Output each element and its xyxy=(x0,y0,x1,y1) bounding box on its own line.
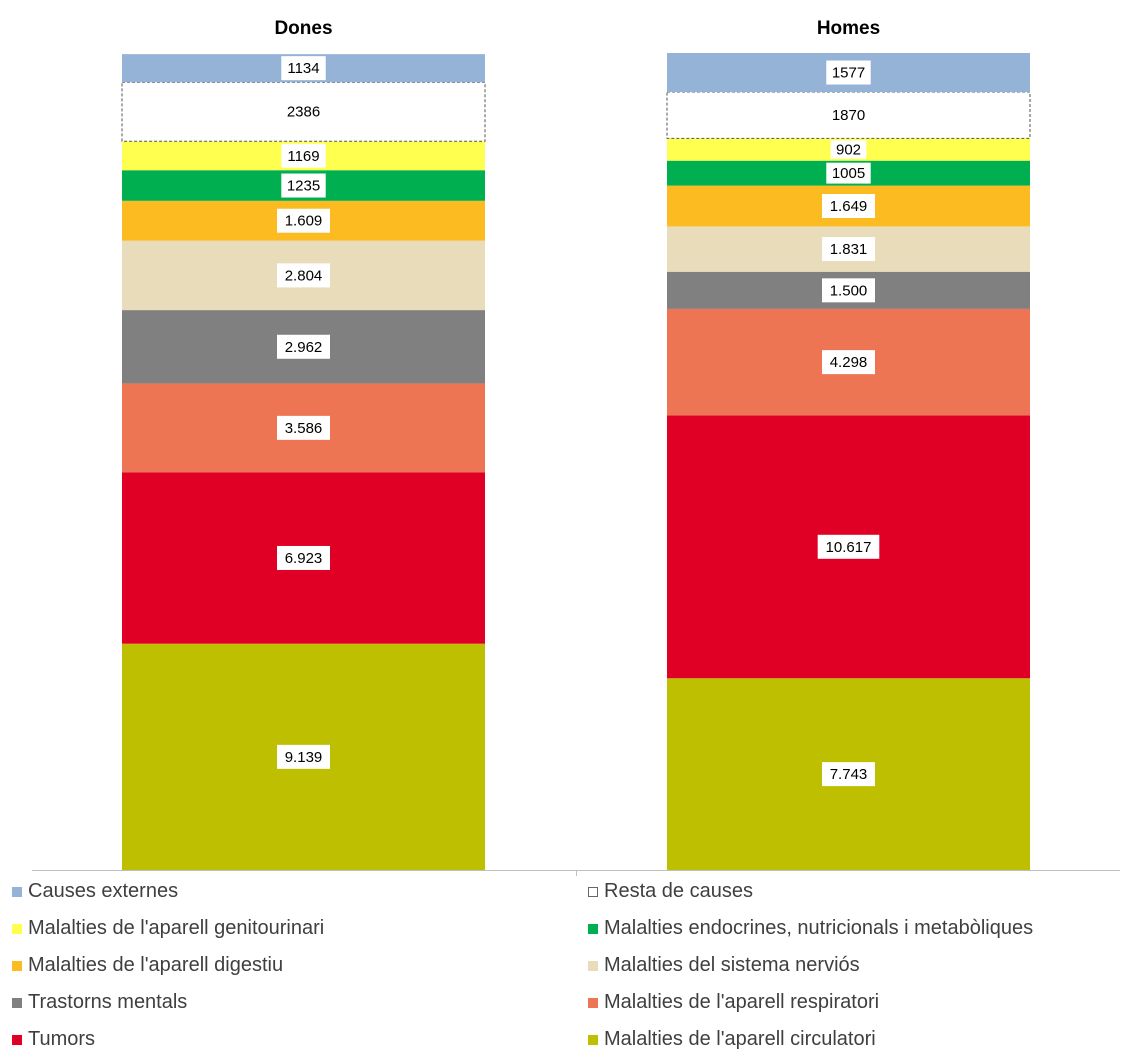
legend-item-malalties-de-l-aparell-digestiu: Malalties de l'aparell digestiu xyxy=(12,954,283,977)
legend-swatch xyxy=(588,886,598,897)
bar-stack-dones: Dones 9.139 6.923 3.586 2.962 2.804 1.609 1235 1… xyxy=(121,18,486,870)
legend-item-trastorns-mentals: Trastorns mentals xyxy=(12,991,187,1014)
data-label: 1134 xyxy=(287,60,319,77)
data-label: 2.962 xyxy=(285,339,323,356)
chart-legend: Causes externes Resta de causes Malalties … xyxy=(0,876,1142,1063)
data-label: 1.609 xyxy=(285,213,323,230)
data-label: 1577 xyxy=(832,65,865,82)
legend-label: Malalties del sistema nerviós xyxy=(604,954,860,976)
legend-item-malalties-endocrines-nutricionals-i-metaboliques: Malalties endocrines, nutricionals i met… xyxy=(588,917,1033,940)
data-label-box xyxy=(277,545,330,570)
legend-item-causes-externes: Causes externes xyxy=(12,880,178,903)
data-label-box xyxy=(277,263,330,288)
data-label-box xyxy=(822,350,875,375)
data-label-box xyxy=(817,534,880,559)
data-label-box xyxy=(822,278,875,303)
data-label: 1235 xyxy=(287,178,320,195)
legend-label: Trastorns mentals xyxy=(28,991,188,1013)
data-label: 1169 xyxy=(287,148,319,165)
data-label: 3.586 xyxy=(285,420,323,437)
legend-label: Malalties de l'aparell circulatori xyxy=(604,1028,876,1050)
legend-swatch xyxy=(588,923,598,934)
data-label-box xyxy=(281,143,326,168)
stacked-bar-chart: Dones 9.139 6.923 3.586 2.962 2.804 1.609 1235 1… xyxy=(32,18,1120,876)
data-label-box xyxy=(822,194,875,219)
data-label: 1.831 xyxy=(830,241,868,258)
legend-item-malalties-de-l-aparell-circulatori: Malalties de l'aparell circulatori xyxy=(588,1028,876,1051)
legend-swatch xyxy=(12,886,22,897)
data-label: 1.500 xyxy=(830,282,868,299)
data-label: 6.923 xyxy=(285,550,323,567)
data-label-box xyxy=(826,60,871,85)
data-label-box xyxy=(830,140,867,159)
data-label: 1.649 xyxy=(830,198,868,215)
legend-label: Tumors xyxy=(28,1028,96,1050)
panel-title: Homes xyxy=(817,18,880,39)
data-label: 902 xyxy=(836,142,861,159)
legend-item-resta-de-causes: Resta de causes xyxy=(588,880,753,903)
data-label: 10.617 xyxy=(826,539,872,556)
bar-stack-homes: Homes 7.743 10.617 4.298 1.500 1.831 1.649 1005… xyxy=(666,18,1031,870)
legend-swatch xyxy=(588,960,598,971)
data-label-box xyxy=(277,334,330,359)
legend-label: Malalties de l'aparell respiratori xyxy=(604,991,880,1013)
legend-item-tumors: Tumors xyxy=(12,1028,95,1051)
legend-swatch xyxy=(12,997,22,1008)
legend-label: Malalties de l'aparell digestiu xyxy=(28,954,284,976)
data-label-box xyxy=(277,208,330,233)
data-label: 4.298 xyxy=(830,354,868,371)
data-label: 9.139 xyxy=(285,749,323,766)
data-label-box xyxy=(281,56,326,81)
data-label-box xyxy=(822,237,875,262)
data-label-box xyxy=(277,415,330,440)
panel-title: Dones xyxy=(274,18,332,39)
legend-item-malalties-de-l-aparell-genitourinari: Malalties de l'aparell genitourinari xyxy=(12,917,324,940)
data-label-box xyxy=(822,762,875,787)
bar-segment-resta-de-causes xyxy=(666,91,1031,139)
legend-label: Malalties endocrines, nutricionals i met… xyxy=(604,917,1034,939)
legend-swatch xyxy=(12,1034,22,1045)
legend-swatch xyxy=(588,997,598,1008)
legend-label: Resta de causes xyxy=(604,880,753,902)
legend-label: Causes externes xyxy=(28,880,179,902)
legend-item-malalties-del-sistema-nervios: Malalties del sistema nerviós xyxy=(588,954,860,977)
legend-item-malalties-de-l-aparell-respiratori: Malalties de l'aparell respiratori xyxy=(588,991,879,1014)
legend-swatch xyxy=(12,923,22,934)
data-label: 2.804 xyxy=(285,267,323,284)
bar-segment-resta-de-causes xyxy=(121,81,486,142)
legend-swatch xyxy=(588,1034,598,1045)
data-label-box xyxy=(277,744,330,769)
legend-label: Malalties de l'aparell genitourinari xyxy=(28,917,325,939)
data-label: 2386 xyxy=(287,104,320,121)
data-label: 1005 xyxy=(832,165,865,182)
legend-swatch xyxy=(12,960,22,971)
data-label: 1870 xyxy=(832,107,865,124)
data-label-box xyxy=(281,173,326,198)
data-label: 7.743 xyxy=(830,766,868,783)
data-label-box xyxy=(826,162,871,184)
